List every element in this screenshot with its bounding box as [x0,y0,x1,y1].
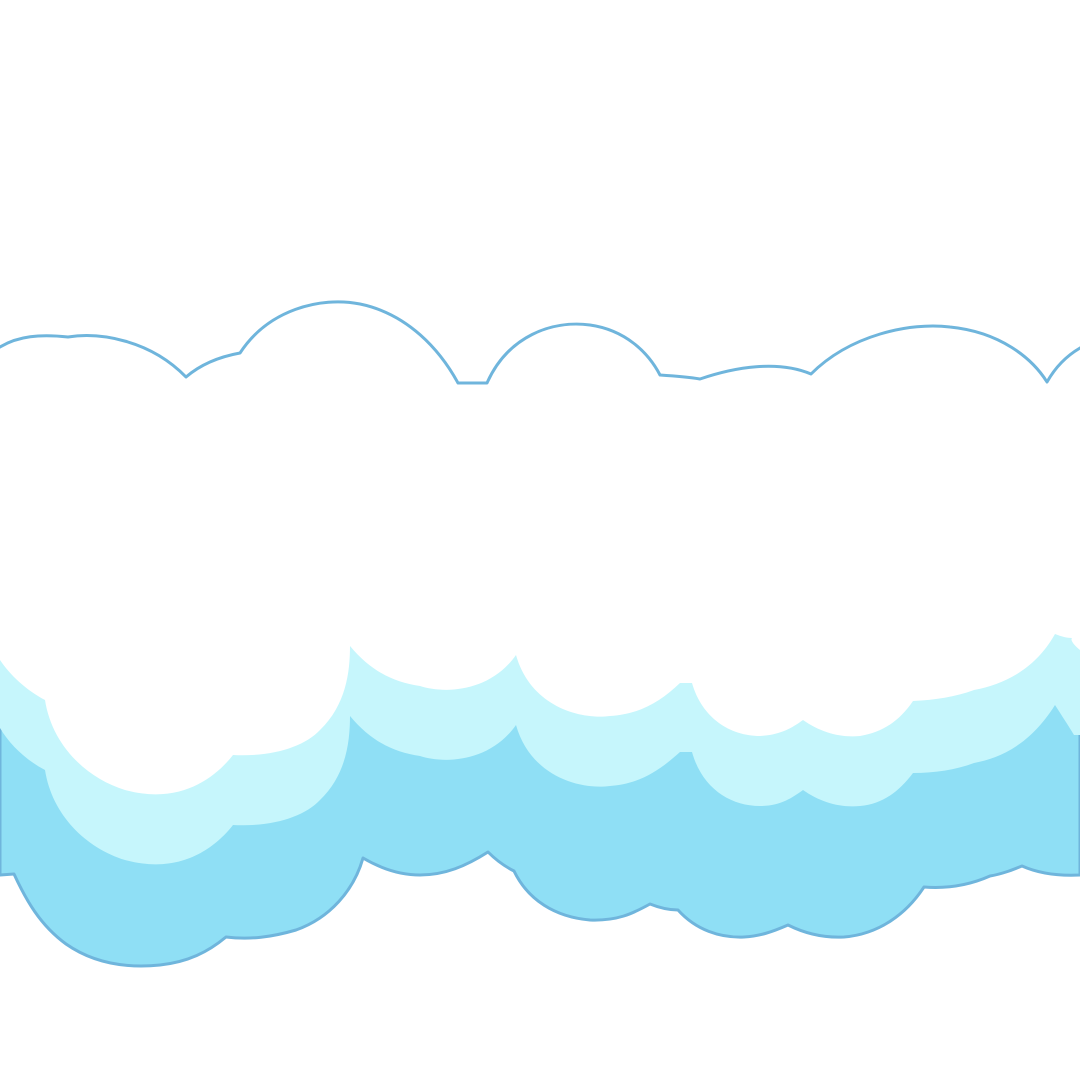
white-cloud-layer [0,301,1080,795]
cloud-layers [0,300,1080,968]
white-cloud-top-outline [0,300,1080,385]
